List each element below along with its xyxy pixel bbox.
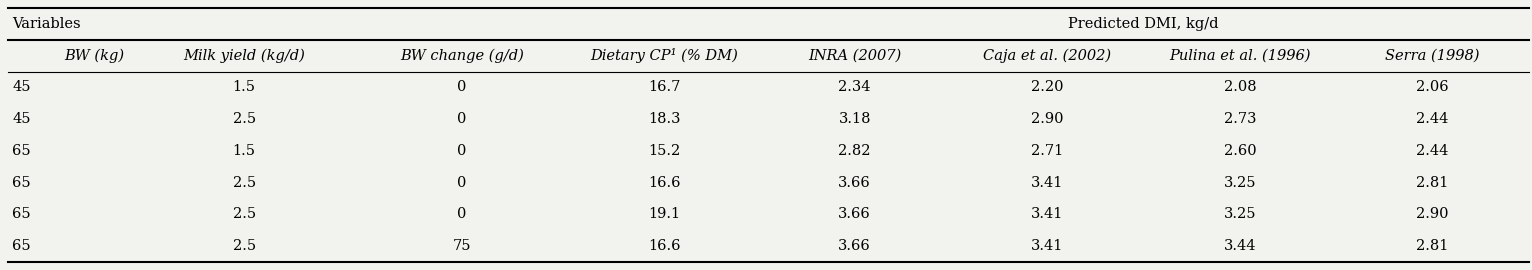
Text: 18.3: 18.3: [648, 112, 680, 126]
Text: 19.1: 19.1: [648, 207, 680, 221]
Text: 2.44: 2.44: [1417, 144, 1449, 158]
Text: 2.73: 2.73: [1224, 112, 1256, 126]
Text: 65: 65: [12, 176, 31, 190]
Text: 2.82: 2.82: [838, 144, 870, 158]
Text: Dietary CP¹ (% DM): Dietary CP¹ (% DM): [590, 48, 738, 63]
Text: 45: 45: [12, 80, 31, 94]
Text: 2.81: 2.81: [1417, 239, 1449, 253]
Text: 3.66: 3.66: [838, 207, 872, 221]
Text: 2.90: 2.90: [1417, 207, 1449, 221]
Text: 3.66: 3.66: [838, 176, 872, 190]
Text: 0: 0: [457, 207, 467, 221]
Text: 16.6: 16.6: [648, 239, 680, 253]
Text: 1.5: 1.5: [233, 144, 256, 158]
Text: Serra (1998): Serra (1998): [1385, 49, 1480, 63]
Text: 2.34: 2.34: [838, 80, 870, 94]
Text: Milk yield (kg/d): Milk yield (kg/d): [184, 49, 305, 63]
Text: 2.06: 2.06: [1416, 80, 1449, 94]
Text: 0: 0: [457, 80, 467, 94]
Text: 3.41: 3.41: [1031, 239, 1063, 253]
Text: 3.41: 3.41: [1031, 176, 1063, 190]
Text: INRA (2007): INRA (2007): [807, 49, 901, 63]
Text: BW change (g/d): BW change (g/d): [400, 49, 524, 63]
Text: 3.41: 3.41: [1031, 207, 1063, 221]
Text: 1.5: 1.5: [233, 80, 256, 94]
Text: 65: 65: [12, 144, 31, 158]
Text: 2.20: 2.20: [1031, 80, 1063, 94]
Text: 3.25: 3.25: [1224, 176, 1256, 190]
Text: 75: 75: [452, 239, 470, 253]
Text: 65: 65: [12, 207, 31, 221]
Text: 3.66: 3.66: [838, 239, 872, 253]
Text: 2.5: 2.5: [233, 112, 256, 126]
Text: 0: 0: [457, 176, 467, 190]
Text: 2.5: 2.5: [233, 176, 256, 190]
Text: 2.5: 2.5: [233, 207, 256, 221]
Text: Predicted DMI, kg/d: Predicted DMI, kg/d: [1068, 17, 1219, 31]
Text: Pulina et al. (1996): Pulina et al. (1996): [1169, 49, 1311, 63]
Text: 15.2: 15.2: [648, 144, 680, 158]
Text: 2.71: 2.71: [1031, 144, 1063, 158]
Text: Caja et al. (2002): Caja et al. (2002): [984, 49, 1111, 63]
Text: 3.44: 3.44: [1224, 239, 1256, 253]
Text: 65: 65: [12, 239, 31, 253]
Text: 45: 45: [12, 112, 31, 126]
Text: 2.90: 2.90: [1031, 112, 1063, 126]
Text: BW (kg): BW (kg): [64, 49, 124, 63]
Text: 3.18: 3.18: [838, 112, 870, 126]
Text: 2.60: 2.60: [1224, 144, 1256, 158]
Text: 16.6: 16.6: [648, 176, 680, 190]
Text: 16.7: 16.7: [648, 80, 680, 94]
Text: 0: 0: [457, 144, 467, 158]
Text: 3.25: 3.25: [1224, 207, 1256, 221]
Text: 2.08: 2.08: [1224, 80, 1256, 94]
Text: 2.81: 2.81: [1417, 176, 1449, 190]
Text: Variables: Variables: [12, 17, 81, 31]
Text: 2.5: 2.5: [233, 239, 256, 253]
Text: 2.44: 2.44: [1417, 112, 1449, 126]
Text: 0: 0: [457, 112, 467, 126]
